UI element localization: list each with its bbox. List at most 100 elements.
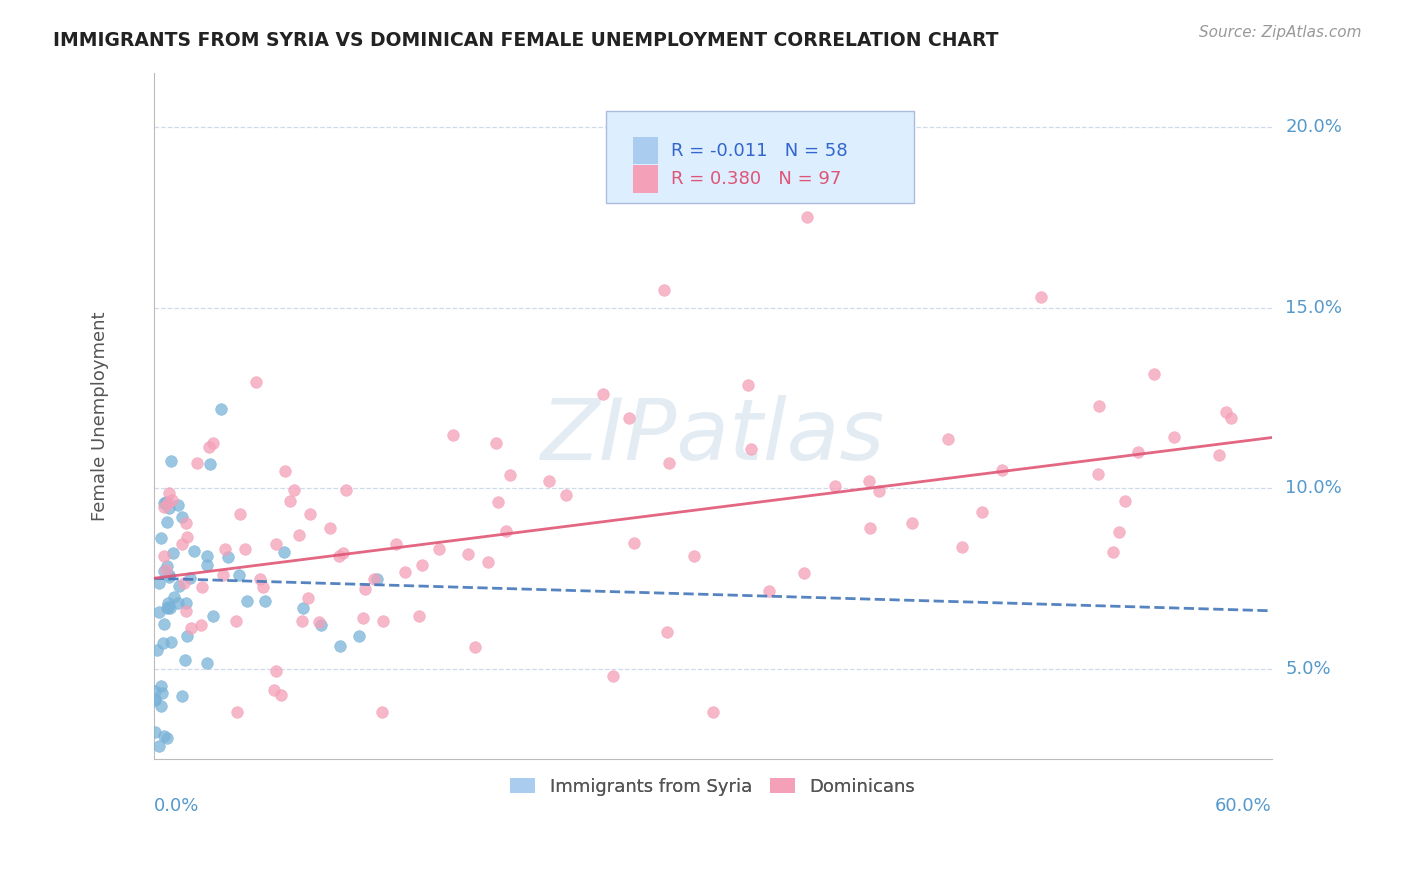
Point [176,530,198,544]
Point [160,454,183,468]
Point [1219,411,1241,425]
Point [148,605,170,619]
Point [152,636,174,650]
Point [153,564,176,578]
Point [149,531,172,545]
Text: 15.0%: 15.0% [1285,299,1343,317]
Text: ZIPatlas: ZIPatlas [540,395,884,478]
Point [179,571,201,585]
Point [683,549,706,564]
Point [195,549,218,563]
Point [1126,445,1149,459]
Point [936,432,959,446]
Point [249,572,271,586]
Text: 60.0%: 60.0% [1215,797,1271,814]
Point [202,609,225,624]
Point [408,609,430,624]
Point [174,604,197,618]
Point [155,731,177,746]
Point [217,550,239,565]
Point [1215,405,1237,419]
Point [308,615,330,630]
Point [148,576,170,591]
Point [441,427,464,442]
Point [347,629,370,643]
Point [254,593,277,607]
Point [195,558,218,573]
Point [970,505,993,519]
Point [183,543,205,558]
Point [1208,448,1230,462]
Point [373,614,395,628]
Point [209,401,232,416]
Point [150,685,173,699]
Point [1088,399,1111,413]
Point [145,684,167,698]
Point [1101,545,1123,559]
Point [264,664,287,678]
Point [252,580,274,594]
Point [156,496,179,510]
Point [156,600,179,615]
Point [180,621,202,635]
Point [352,611,374,625]
Point [385,536,408,550]
Text: R = 0.380   N = 97: R = 0.380 N = 97 [671,170,842,188]
Point [274,464,297,478]
Point [264,537,287,551]
Point [202,436,225,450]
Point [298,508,321,522]
Point [495,524,517,538]
Point [163,590,186,604]
Point [592,386,614,401]
Point [602,669,624,683]
Point [901,516,924,530]
FancyBboxPatch shape [606,111,914,203]
Point [160,635,183,649]
Point [157,568,180,582]
Point [273,544,295,558]
Point [702,705,724,719]
Point [156,515,179,529]
Point [464,640,486,654]
Point [796,211,818,225]
Point [411,558,433,573]
Point [477,555,499,569]
Point [270,688,292,702]
Point [1114,494,1136,508]
Point [740,442,762,456]
Point [371,705,394,719]
Point [950,540,973,554]
Point [159,601,181,615]
Point [190,618,212,632]
Point [145,693,167,707]
Point [499,468,522,483]
Point [394,566,416,580]
Point [155,495,177,509]
Point [176,516,198,531]
Point [278,493,301,508]
Point [145,692,167,706]
Point [332,546,354,560]
Point [160,493,183,508]
Point [236,594,259,608]
Point [868,484,890,499]
Point [153,496,176,510]
Point [245,375,267,389]
Point [619,411,641,425]
Point [824,479,846,493]
Point [153,617,176,632]
Point [335,483,357,498]
Point [991,463,1014,477]
Point [283,483,305,498]
Point [485,436,508,450]
Point [1143,368,1166,382]
Point [157,486,180,500]
Point [157,500,180,515]
Point [225,614,247,628]
Point [858,474,880,488]
Point [311,618,333,632]
Point [146,643,169,657]
Point [166,596,188,610]
Point [538,474,561,488]
